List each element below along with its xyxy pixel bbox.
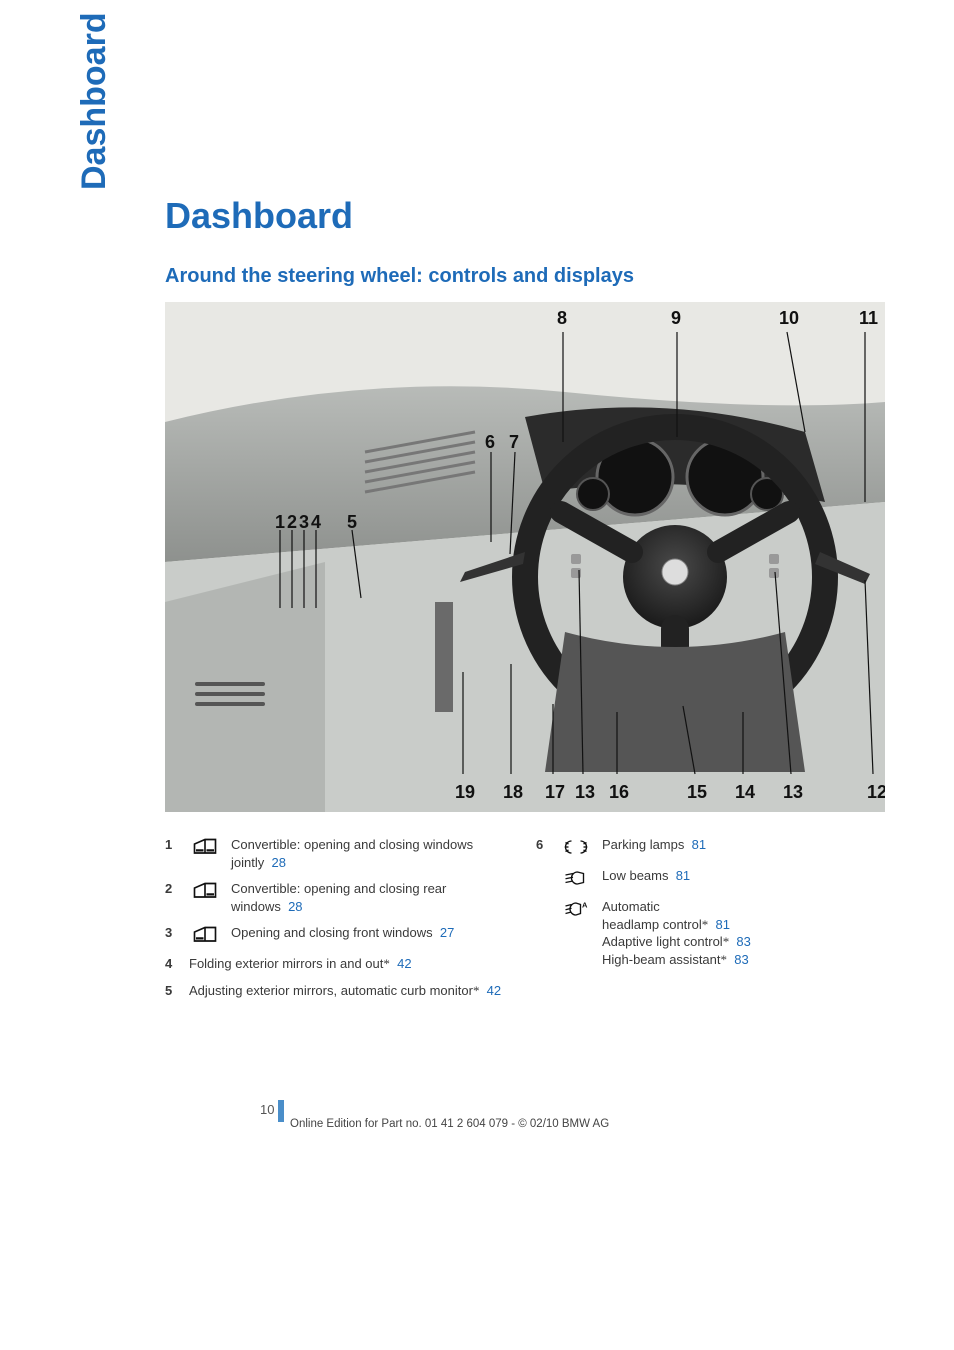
page-ref[interactable]: 81 bbox=[676, 868, 690, 883]
legend-text: Adjusting exterior mirrors, automatic cu… bbox=[189, 982, 514, 1000]
svg-text:A: A bbox=[582, 901, 588, 910]
legend-text: Low beams 81 bbox=[602, 867, 885, 885]
callout-15: 15 bbox=[687, 782, 707, 803]
page-ref[interactable]: 42 bbox=[397, 956, 411, 971]
legend-num: 2 bbox=[165, 880, 179, 898]
legend-item-5: 5 Adjusting exterior mirrors, automatic c… bbox=[165, 982, 514, 1000]
legend-right-column: 6 Parking lamps 81 Low beams 81 A Automatich… bbox=[536, 836, 885, 1008]
heading-2: Around the steering wheel: controls and … bbox=[165, 265, 885, 288]
callout-1: 1 bbox=[275, 512, 285, 533]
legend-num: 3 bbox=[165, 924, 179, 942]
legend-num: 4 bbox=[165, 955, 179, 973]
legend-item-r2: A Automaticheadlamp control* 81Adaptive l… bbox=[536, 898, 885, 968]
page-ref[interactable]: 83 bbox=[734, 952, 748, 967]
legend-item-2: 2 Convertible: opening and closing rear w… bbox=[165, 880, 514, 915]
page-ref[interactable]: 42 bbox=[487, 983, 501, 998]
side-tab-text: Dashboard bbox=[75, 12, 113, 190]
legend-item-4: 4 Folding exterior mirrors in and out* 42 bbox=[165, 955, 514, 973]
callout-13: 13 bbox=[783, 782, 803, 803]
callout-5: 5 bbox=[347, 512, 357, 533]
side-tab: Dashboard bbox=[75, 12, 114, 190]
legend-text: Convertible: opening and closing windows… bbox=[231, 836, 514, 871]
legend-left-column: 1 Convertible: opening and closing window… bbox=[165, 836, 514, 1008]
legend-item-1: 1 Convertible: opening and closing window… bbox=[165, 836, 514, 871]
legend: 1 Convertible: opening and closing window… bbox=[165, 836, 885, 1008]
callout-16: 16 bbox=[609, 782, 629, 803]
callout-8: 8 bbox=[557, 308, 567, 329]
legend-text: Opening and closing front windows 27 bbox=[231, 924, 514, 942]
page-number-bar bbox=[278, 1100, 284, 1122]
legend-text: Convertible: opening and closing rear wi… bbox=[231, 880, 514, 915]
callout-3: 3 bbox=[299, 512, 309, 533]
callout-9: 9 bbox=[671, 308, 681, 329]
callout-4: 4 bbox=[311, 512, 321, 533]
callout-18: 18 bbox=[503, 782, 523, 803]
heading-1: Dashboard bbox=[165, 195, 885, 237]
callout-2: 2 bbox=[287, 512, 297, 533]
callout-6: 6 bbox=[485, 432, 495, 453]
page-content: Dashboard Around the steering wheel: con… bbox=[165, 195, 885, 1008]
footer-text: Online Edition for Part no. 01 41 2 604 … bbox=[290, 1118, 609, 1130]
legend-item-r0: 6 Parking lamps 81 bbox=[536, 836, 885, 858]
callout-11: 11 bbox=[859, 308, 878, 329]
legend-text: Automaticheadlamp control* 81Adaptive li… bbox=[602, 898, 885, 968]
callout-13: 13 bbox=[575, 782, 595, 803]
window-front-icon bbox=[189, 924, 221, 946]
page-ref[interactable]: 81 bbox=[692, 837, 706, 852]
legend-num: 1 bbox=[165, 836, 179, 854]
page-ref[interactable]: 83 bbox=[736, 934, 750, 949]
legend-item-3: 3 Opening and closing front windows 27 bbox=[165, 924, 514, 946]
callout-12: 12 bbox=[867, 782, 885, 803]
legend-num: 5 bbox=[165, 982, 179, 1000]
page-ref[interactable]: 28 bbox=[288, 899, 302, 914]
page-number: 10 bbox=[260, 1102, 274, 1117]
diagram-svg bbox=[165, 302, 885, 812]
page-ref[interactable]: 27 bbox=[440, 925, 454, 940]
low-beams-icon bbox=[560, 867, 592, 889]
callout-19: 19 bbox=[455, 782, 475, 803]
parking-lamps-icon bbox=[560, 836, 592, 858]
legend-text: Folding exterior mirrors in and out* 42 bbox=[189, 955, 514, 973]
window-both-icon bbox=[189, 836, 221, 858]
page-ref[interactable]: 81 bbox=[715, 917, 729, 932]
auto-lamp-icon: A bbox=[560, 898, 592, 920]
legend-text: Parking lamps 81 bbox=[602, 836, 885, 854]
callout-7: 7 bbox=[509, 432, 519, 453]
window-rear-icon bbox=[189, 880, 221, 902]
page-ref[interactable]: 28 bbox=[271, 855, 285, 870]
callout-14: 14 bbox=[735, 782, 755, 803]
dashboard-diagram: 8910116712345191817131615141312 bbox=[165, 302, 885, 812]
legend-num: 6 bbox=[536, 836, 550, 854]
legend-item-r1: Low beams 81 bbox=[536, 867, 885, 889]
callout-17: 17 bbox=[545, 782, 565, 803]
callout-10: 10 bbox=[779, 308, 799, 329]
